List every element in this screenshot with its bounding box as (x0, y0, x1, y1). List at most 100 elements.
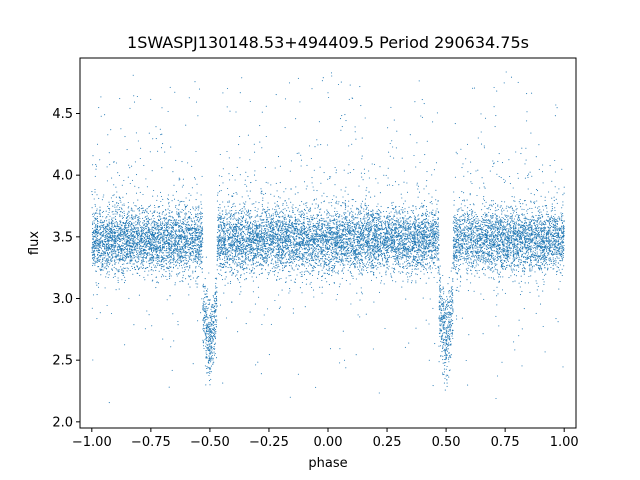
data-point (423, 206, 425, 208)
data-point (228, 194, 230, 196)
data-point (364, 172, 366, 175)
data-point (297, 218, 299, 220)
data-point (438, 361, 440, 363)
data-point (264, 258, 266, 260)
data-point (247, 195, 249, 197)
data-point (303, 256, 305, 258)
data-point (312, 248, 314, 250)
data-point (159, 223, 161, 226)
data-point (414, 222, 417, 224)
data-point (353, 247, 355, 249)
data-point (286, 243, 288, 245)
data-point (435, 212, 437, 214)
data-point (196, 224, 198, 226)
data-point (356, 247, 358, 249)
data-point (228, 229, 230, 232)
data-point (385, 210, 387, 213)
data-point (152, 215, 155, 217)
data-point (153, 217, 155, 220)
data-point (545, 239, 548, 241)
data-point (450, 301, 452, 303)
data-point (116, 191, 118, 193)
data-point (454, 214, 456, 216)
data-point (414, 221, 416, 223)
data-point (170, 211, 173, 213)
data-point (380, 253, 383, 255)
data-point (371, 163, 373, 165)
data-point (537, 259, 540, 261)
data-point (320, 144, 322, 146)
data-point (329, 248, 331, 250)
data-point (261, 259, 263, 261)
data-point (285, 235, 288, 237)
data-point (319, 166, 321, 168)
data-point (182, 223, 184, 225)
data-point (232, 240, 234, 242)
data-point (214, 324, 216, 326)
data-point (266, 250, 268, 253)
data-point (519, 220, 521, 222)
data-point (196, 218, 198, 221)
data-point (280, 260, 282, 262)
data-point (372, 242, 374, 244)
data-point (98, 240, 100, 242)
data-point (311, 88, 313, 90)
data-point (548, 263, 550, 265)
data-point (178, 222, 180, 225)
data-point (176, 224, 178, 226)
data-point (548, 235, 550, 237)
data-point (470, 213, 472, 215)
data-point (229, 281, 232, 283)
data-point (356, 266, 358, 268)
data-point (444, 318, 446, 320)
data-point (287, 270, 290, 272)
data-point (452, 279, 454, 281)
data-point (462, 234, 464, 236)
data-point (492, 239, 494, 241)
data-point (472, 203, 474, 205)
data-point (96, 208, 98, 210)
data-point (335, 299, 337, 301)
data-point (464, 253, 466, 255)
data-point (390, 238, 392, 240)
data-point (363, 168, 365, 170)
data-point (135, 132, 137, 134)
data-point (319, 286, 321, 288)
data-point (546, 238, 548, 240)
data-point (421, 206, 424, 208)
data-point (167, 222, 169, 224)
data-point (221, 258, 224, 260)
data-point (99, 312, 101, 314)
data-point (140, 248, 142, 250)
data-point (508, 230, 510, 232)
data-point (365, 217, 367, 219)
data-point (407, 279, 409, 281)
data-point (348, 164, 350, 166)
data-point (230, 207, 233, 209)
data-point (127, 207, 129, 209)
data-point (347, 205, 349, 207)
data-point (168, 205, 170, 207)
data-point (230, 214, 232, 216)
data-point (316, 217, 318, 219)
data-point (510, 224, 512, 226)
data-point (292, 241, 294, 243)
data-point (512, 187, 514, 189)
data-point (121, 208, 123, 210)
data-point (550, 215, 552, 217)
data-point (462, 218, 464, 221)
data-point (246, 271, 248, 274)
data-point (519, 240, 521, 242)
data-point (336, 218, 338, 220)
data-point (232, 225, 234, 227)
data-point (362, 179, 364, 181)
data-point (156, 244, 158, 246)
data-point (164, 151, 166, 153)
data-point (452, 302, 454, 304)
data-point (185, 214, 187, 216)
data-point (550, 266, 552, 269)
data-point (457, 245, 459, 247)
data-point (289, 257, 291, 259)
data-point (487, 257, 489, 259)
data-point (537, 242, 539, 244)
